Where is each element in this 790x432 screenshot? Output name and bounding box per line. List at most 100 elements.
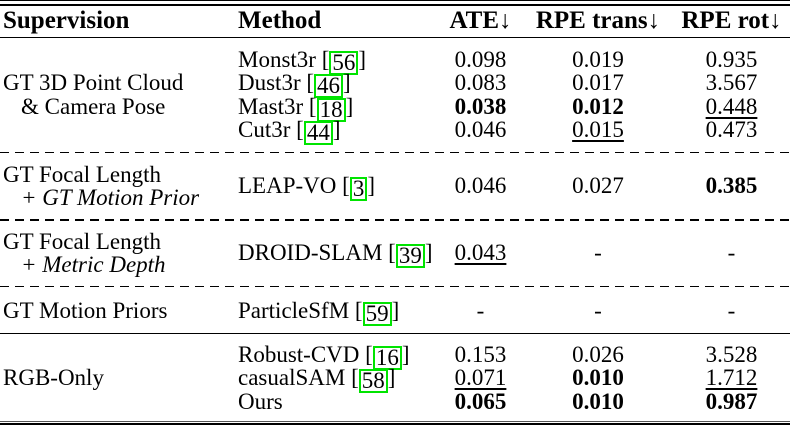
method-cell: ParticleSfM [59] xyxy=(236,297,438,326)
method-name: ParticleSfM xyxy=(238,297,350,323)
citation-open-bracket: [ xyxy=(359,341,373,367)
citation-box: 39 xyxy=(395,244,425,269)
metric-value: 0.987 xyxy=(705,388,758,414)
supervision-label: + Metric Depth xyxy=(21,252,166,278)
method-name: Robust-CVD xyxy=(238,341,360,367)
metric-value: - xyxy=(476,297,485,323)
bottom-rule xyxy=(0,421,790,426)
supervision-label: GT Focal Length xyxy=(3,228,161,254)
section-rows: Robust-CVD [16] 0.153 0.026 3.528 casualSAM … xyxy=(236,341,790,414)
col-header-ate: ATE↓ xyxy=(449,7,512,34)
table-body: GT 3D Point Cloud & Camera Pose Monst3r [5… xyxy=(0,38,790,422)
section-rows: Monst3r [56] 0.098 0.019 0.935 Dust3r [46] 0.… xyxy=(236,46,790,145)
metric-value: 0.071 xyxy=(454,365,507,391)
citation-open-bracket: [ xyxy=(345,365,359,391)
metric-value: 0.473 xyxy=(705,117,758,142)
section-divider-dashed xyxy=(0,285,790,288)
metric-value: 0.010 xyxy=(572,388,624,414)
method-cell: Mast3r [18] xyxy=(236,93,438,122)
metric-value: 0.038 xyxy=(454,93,507,119)
metric-value: - xyxy=(594,240,602,266)
supervision-label: RGB-Only xyxy=(3,365,104,391)
method-name: Monst3r xyxy=(238,46,316,72)
metric-value: 0.448 xyxy=(705,93,758,119)
method-cell: Ours xyxy=(236,389,438,414)
citation-close-bracket: ] xyxy=(343,70,351,95)
method-cell: casualSAM [58] xyxy=(236,365,438,394)
citation-open-bracket: [ xyxy=(303,93,317,119)
col-header-rpe-trans: RPE trans↓ xyxy=(535,7,661,34)
method-name: DROID-SLAM xyxy=(238,240,383,266)
table-row: Robust-CVD [16] 0.153 0.026 3.528 xyxy=(236,341,790,370)
supervision-label: GT Focal Length xyxy=(3,161,161,187)
citation-close-bracket: ] xyxy=(401,341,410,367)
table-section: GT Focal Length + GT Motion Prior LEAP-VO … xyxy=(0,153,790,219)
table-row: Ours 0.065 0.010 0.987 xyxy=(236,388,790,414)
supervision-cell: RGB-Only xyxy=(0,366,236,390)
citation-open-bracket: [ xyxy=(382,240,396,266)
citation-open-bracket: [ xyxy=(315,46,330,72)
citation-close-bracket: ] xyxy=(367,173,375,199)
citation-close-bracket: ] xyxy=(391,297,400,323)
table-row: LEAP-VO [3] 0.046 0.027 0.385 xyxy=(236,173,790,202)
citation-box: 56 xyxy=(329,50,359,75)
metric-value: 0.083 xyxy=(454,70,507,95)
metric-value: 3.528 xyxy=(705,341,758,367)
metric-value: 0.019 xyxy=(572,46,624,72)
table-section: RGB-Only Robust-CVD [16] 0.153 0.026 3.528 ca… xyxy=(0,334,790,421)
col-header-supervision: Supervision xyxy=(3,7,130,34)
section-rows: DROID-SLAM [39] 0.043 - - xyxy=(236,240,790,269)
table-row: Mast3r [18] 0.038 0.012 0.448 xyxy=(236,93,790,122)
metric-value: 0.015 xyxy=(572,117,624,142)
header-rule xyxy=(0,36,790,38)
metric-value: 0.098 xyxy=(454,46,507,72)
supervision-label: + GT Motion Prior xyxy=(21,185,200,211)
method-name: Mast3r xyxy=(238,93,304,119)
citation-open-bracket: [ xyxy=(336,173,350,199)
supervision-cell: GT Focal Length + GT Motion Prior xyxy=(0,163,236,210)
section-rows: ParticleSfM [59] - - - xyxy=(236,297,790,326)
metric-value: 0.027 xyxy=(572,173,624,199)
table-row: DROID-SLAM [39] 0.043 - - xyxy=(236,240,790,269)
citation-box: 46 xyxy=(314,74,344,98)
metric-value: - xyxy=(727,240,736,266)
method-name: Cut3r xyxy=(238,117,291,142)
col-header-method: Method xyxy=(238,7,322,34)
citation-close-bracket: ] xyxy=(345,93,354,119)
section-divider-dashed xyxy=(0,219,790,221)
table-section: GT Motion Priors ParticleSfM [59] - - - xyxy=(0,287,790,333)
citation-open-bracket: [ xyxy=(349,297,363,323)
table-row: Dust3r [46] 0.083 0.017 3.567 xyxy=(236,70,790,98)
top-rule xyxy=(0,0,790,6)
col-header-rpe-rot: RPE rot↓ xyxy=(681,7,782,34)
table-section: GT 3D Point Cloud & Camera Pose Monst3r [5… xyxy=(0,38,790,152)
metric-value: 3.567 xyxy=(705,70,758,95)
metric-value: 0.026 xyxy=(572,341,624,367)
metric-value: - xyxy=(727,297,736,323)
citation-box: 44 xyxy=(303,121,333,145)
supervision-label: GT 3D Point Cloud xyxy=(3,70,184,95)
citation-close-bracket: ] xyxy=(424,240,433,266)
table-row: Cut3r [44] 0.046 0.015 0.473 xyxy=(236,117,790,145)
citation-close-bracket: ] xyxy=(387,365,396,391)
citation-open-bracket: [ xyxy=(290,117,304,142)
metric-value: 0.010 xyxy=(572,365,624,391)
table-section: GT Focal Length + Metric Depth DROID-SLAM … xyxy=(0,221,790,286)
metric-value: 0.012 xyxy=(572,93,624,119)
table-header-row: Supervision Method ATE↓ RPE trans↓ RPE r… xyxy=(0,6,790,37)
section-divider-dashed xyxy=(0,151,790,154)
method-cell: DROID-SLAM [39] xyxy=(236,240,438,269)
supervision-cell: GT Focal Length + Metric Depth xyxy=(0,230,236,277)
method-cell: Robust-CVD [16] xyxy=(236,341,438,370)
metric-value: 0.153 xyxy=(454,341,507,367)
metric-value: 0.043 xyxy=(454,240,507,266)
metric-value: 0.017 xyxy=(572,70,624,95)
citation-box: 18 xyxy=(316,97,346,122)
citation-box: 58 xyxy=(358,369,388,394)
citation-open-bracket: [ xyxy=(300,70,315,95)
citation-box: 3 xyxy=(349,177,368,202)
method-name: LEAP-VO xyxy=(238,173,337,199)
metric-value: 0.046 xyxy=(454,173,507,199)
method-cell: Dust3r [46] xyxy=(236,71,438,98)
